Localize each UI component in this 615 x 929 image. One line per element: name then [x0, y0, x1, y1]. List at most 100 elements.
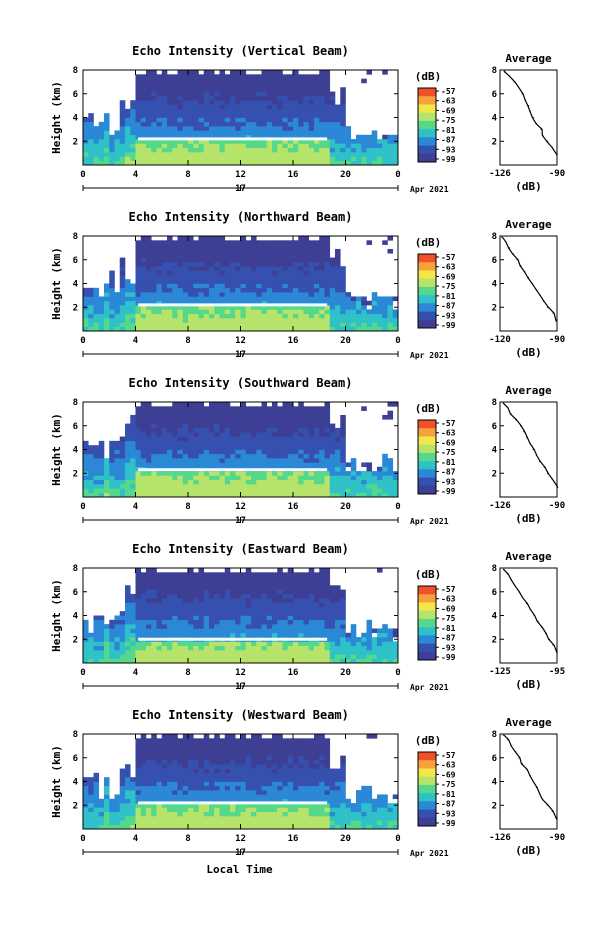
y-axis-label: Height (km) — [50, 247, 63, 320]
colorbar-swatch — [418, 586, 436, 595]
y-tick-label: 2 — [73, 469, 78, 479]
colorbar-swatch — [418, 809, 436, 819]
profile-point — [538, 460, 541, 462]
profile-point — [527, 276, 530, 279]
colorbar-swatch — [418, 602, 436, 611]
colorbar-swatch — [418, 286, 436, 296]
profile-point — [501, 236, 503, 238]
colorbar-tick-label: -57 — [441, 253, 456, 262]
panel-title: Echo Intensity (Eastward Beam) — [132, 542, 349, 556]
x-tick-label: 0 — [80, 502, 85, 512]
profile-point — [507, 573, 509, 575]
profile-y-tick-label: 2 — [492, 303, 497, 313]
x-tick-label: 0 — [395, 170, 400, 180]
profile-title: Average — [505, 52, 552, 65]
profile-frame — [499, 69, 558, 166]
x-tick-label: 12 — [235, 502, 246, 512]
profile-point — [532, 448, 534, 451]
echo-heatmap — [83, 734, 399, 830]
profile-frame — [499, 567, 558, 664]
y-axis-label: Height (km) — [50, 413, 63, 486]
echo-heatmap — [83, 236, 399, 332]
profile-y-tick-label: 4 — [492, 778, 498, 788]
profile-point — [527, 105, 530, 107]
x-tick-label: 0 — [80, 834, 85, 844]
colorbar-tick-label: -81 — [441, 624, 456, 633]
colorbar-swatch — [418, 452, 436, 462]
profile-point — [515, 751, 517, 753]
panel-title: Echo Intensity (Westward Beam) — [132, 708, 349, 722]
profile-x-label: (dB) — [515, 844, 542, 857]
colorbar-tick-label: -63 — [441, 97, 456, 106]
x-tick-label: 4 — [133, 668, 139, 678]
colorbar-swatch — [418, 610, 436, 620]
colorbar-tick-label: -63 — [441, 263, 456, 272]
profile-frame — [499, 401, 558, 498]
profile-point — [516, 259, 518, 261]
profile-x-tick-label: -126 — [489, 833, 511, 843]
profile-point — [546, 140, 549, 142]
colorbar-swatch — [418, 801, 436, 810]
colorbar-swatch — [418, 768, 436, 777]
x-tick-label: 20 — [340, 502, 351, 512]
colorbar-tick-label: -63 — [441, 595, 456, 604]
profile-point — [546, 472, 549, 474]
x-tick-label: 8 — [185, 668, 190, 678]
x-tick-label: 12 — [235, 668, 246, 678]
profile-point — [514, 585, 516, 587]
profile-y-tick-label: 6 — [492, 754, 497, 764]
profile-point — [551, 478, 553, 480]
profile-y-tick-label: 4 — [492, 612, 498, 622]
colorbar-swatch — [418, 461, 436, 470]
colorbar-frame — [417, 253, 437, 329]
date-label: Apr 2021 — [410, 683, 449, 692]
colorbar-swatch — [418, 618, 436, 628]
profile-x-tick-label: -120 — [489, 335, 511, 345]
profile-title: Average — [505, 716, 552, 729]
colorbar-tick-label: -93 — [441, 311, 456, 320]
profile-line — [501, 236, 557, 322]
x-tick-label: 12 — [235, 336, 246, 346]
profile-x-tick-label: -126 — [489, 501, 511, 511]
colorbar-swatch — [418, 145, 436, 155]
profile-point — [510, 413, 512, 415]
y-tick-label: 6 — [73, 256, 78, 266]
y-tick-label: 8 — [73, 232, 78, 242]
profile-point — [556, 652, 558, 655]
colorbar-frame — [417, 751, 437, 827]
profile-point — [543, 300, 545, 302]
profile-x-tick-label: -90 — [549, 169, 565, 179]
colorbar-swatch — [418, 254, 436, 263]
colorbar-tick-label: -63 — [441, 761, 456, 770]
profile-y-tick-label: 2 — [492, 137, 497, 147]
y-tick-label: 4 — [73, 446, 79, 456]
profile-y-tick-label: 8 — [492, 232, 497, 242]
x-tick-label: 20 — [340, 336, 351, 346]
profile-x-label: (dB) — [515, 180, 542, 193]
y-tick-label: 4 — [73, 778, 79, 788]
x-tick-label: 0 — [80, 668, 85, 678]
x-axis-label: Local Time — [206, 863, 273, 876]
profile-point — [526, 603, 528, 605]
profile-y-tick-label: 4 — [492, 114, 498, 124]
profile-point — [524, 271, 526, 273]
layer-band — [138, 801, 328, 805]
colorbar-swatch — [418, 784, 436, 794]
y-tick-label: 8 — [73, 66, 78, 76]
colorbar-swatch — [418, 485, 436, 495]
profile-point — [529, 110, 531, 113]
x-tick-label: 8 — [185, 502, 190, 512]
colorbar-tick-label: -81 — [441, 292, 456, 301]
profile-point — [542, 134, 544, 136]
profile-point — [539, 294, 541, 296]
colorbar-tick-label: -93 — [441, 809, 456, 818]
echo-heatmap — [83, 568, 399, 664]
x-tick-label: 12 — [235, 170, 246, 180]
day-label: 17 — [235, 848, 246, 858]
colorbar-swatch — [418, 635, 436, 644]
x-tick-label: 20 — [340, 170, 351, 180]
colorbar-swatch — [418, 137, 436, 146]
profile-point — [507, 407, 509, 409]
profile-point — [521, 763, 523, 765]
colorbar-tick-label: -69 — [441, 770, 456, 779]
